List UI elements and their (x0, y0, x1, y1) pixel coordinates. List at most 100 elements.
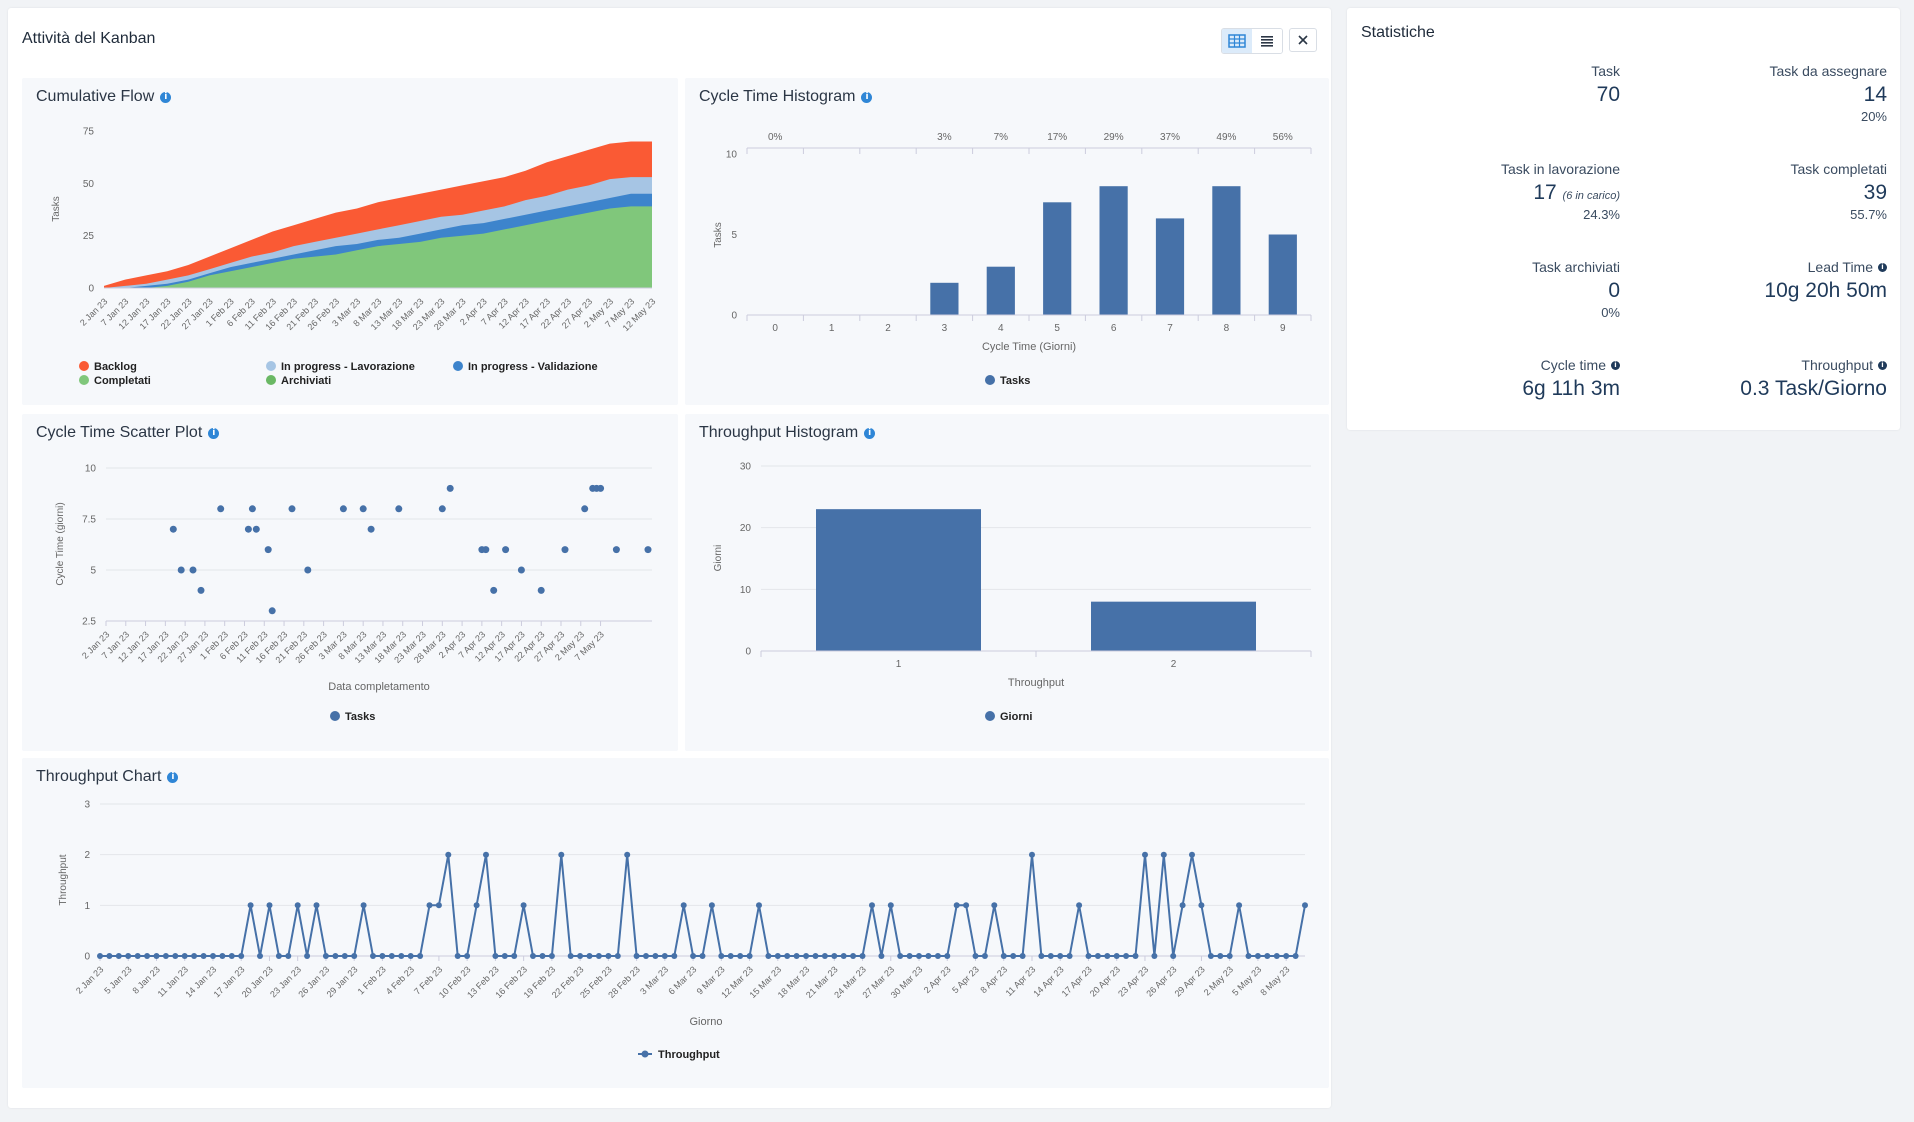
throughput-point (304, 953, 311, 959)
throughput-point (294, 902, 301, 909)
throughput-point (737, 953, 744, 959)
throughput-point (473, 902, 480, 909)
chart-title: Cycle Time Histogram (699, 88, 856, 105)
throughput-point (1236, 902, 1243, 909)
throughput-point (850, 953, 857, 959)
y-axis-label: Giorni (713, 545, 724, 572)
throughput-point (1179, 902, 1186, 909)
histogram-bar (1091, 601, 1256, 651)
histogram-bar (1099, 186, 1128, 315)
scatter-point (244, 525, 252, 533)
x-tick-label: 9 (1280, 323, 1286, 334)
stat-percent: 0% (1601, 305, 1620, 320)
validazione-legend-label: In progress - Validazione (468, 361, 598, 373)
info-icon[interactable]: i (1611, 360, 1620, 370)
scatter-point (502, 546, 510, 554)
y-tick-label: 5 (731, 230, 737, 241)
throughput-point (784, 953, 791, 959)
throughput-point (1057, 953, 1064, 959)
throughput-point (1066, 953, 1073, 959)
throughput-point (548, 953, 555, 959)
close-button[interactable] (1289, 28, 1317, 52)
percentile-label: 49% (1216, 132, 1236, 143)
throughput-point (313, 902, 320, 909)
stat-value: 14 (1863, 83, 1887, 106)
throughput-point (257, 953, 263, 959)
throughput-point (445, 851, 452, 858)
histogram-bar (986, 266, 1015, 315)
stat-task-da-assegnare: Task da assegnare 14 20% (1769, 63, 1887, 124)
info-icon[interactable]: i (160, 91, 172, 103)
throughput-point (1076, 902, 1083, 909)
y-tick-label: 5 (90, 566, 96, 577)
throughput-point (238, 953, 245, 959)
throughput-point (172, 953, 179, 959)
throughput-point (1029, 851, 1035, 858)
x-tick-label: 6 Mar 23 (666, 964, 698, 996)
throughput-point (925, 953, 932, 959)
throughput-point (916, 953, 922, 959)
info-icon[interactable]: i (208, 427, 220, 439)
percentile-label: 56% (1273, 132, 1293, 143)
stat-label: Throughput (1801, 357, 1873, 373)
throughput-point (586, 953, 593, 959)
throughput-point (558, 851, 565, 858)
info-icon[interactable]: i (1878, 360, 1887, 370)
x-tick-label: 1 (829, 323, 835, 334)
y-tick-label: 20 (740, 523, 752, 534)
stat-label: Task (1591, 63, 1620, 79)
y-tick-label: 30 (740, 462, 752, 473)
info-icon[interactable]: i (864, 427, 876, 439)
stat-task-archiviati: Task archiviati 0 0% (1532, 259, 1620, 320)
throughput-point (699, 953, 706, 959)
scatter-point (490, 586, 498, 594)
statistics-title: Statistiche (1361, 24, 1435, 41)
backlog-legend-label: Backlog (94, 361, 137, 373)
y-tick-label: 1 (84, 901, 90, 912)
throughput-point (934, 953, 941, 959)
throughput-point (511, 953, 518, 959)
grid-view-button[interactable] (1222, 29, 1252, 53)
stat-value: 0.3 Task/Giorno (1740, 377, 1887, 400)
close-icon (1298, 35, 1308, 45)
stat-note: (6 in carico) (1562, 190, 1620, 202)
x-axis-label: Cycle Time (Giorni) (982, 341, 1076, 353)
throughput-point (228, 953, 235, 959)
throughput-point (1292, 953, 1299, 959)
x-tick-label: 29 Apr 23 (1173, 964, 1207, 998)
throughput-point (595, 953, 602, 959)
throughput-point (360, 902, 367, 909)
x-tick-label: 0 (772, 323, 778, 334)
scatter-point (189, 566, 197, 574)
lavorazione-legend-marker (266, 361, 276, 371)
throughput-point (690, 953, 697, 959)
x-axis-label: Giorno (689, 1016, 722, 1028)
x-tick-label: 8 (1224, 323, 1230, 334)
backlog-legend-marker (79, 361, 89, 371)
throughput-point (605, 953, 612, 959)
scatter-point (268, 607, 276, 615)
x-tick-label: 3 (942, 323, 948, 334)
stat-lead-time: Lead Time i 10g 20h 50m (1764, 259, 1887, 303)
throughput-point (379, 953, 386, 959)
info-icon[interactable]: i (167, 771, 179, 783)
throughput-point (708, 902, 715, 909)
throughput-point (191, 953, 198, 959)
x-tick-label: 5 Jan 23 (102, 964, 133, 995)
table-grid-icon (1228, 34, 1246, 48)
lavorazione-legend-label: In progress - Lavorazione (281, 361, 415, 373)
throughput-point (125, 953, 132, 959)
chart-title: Cycle Time Scatter Plot (36, 424, 203, 441)
y-tick-label: 3 (84, 800, 90, 811)
list-view-button[interactable] (1252, 29, 1282, 53)
info-icon[interactable]: i (1878, 262, 1887, 272)
stat-value: 70 (1596, 83, 1620, 106)
y-tick-label: 75 (83, 127, 95, 138)
chart-title: Cumulative Flow (36, 88, 155, 105)
info-icon[interactable]: i (861, 91, 873, 103)
throughput-point (821, 953, 828, 959)
throughput-point (520, 902, 527, 909)
throughput-point (398, 953, 405, 959)
